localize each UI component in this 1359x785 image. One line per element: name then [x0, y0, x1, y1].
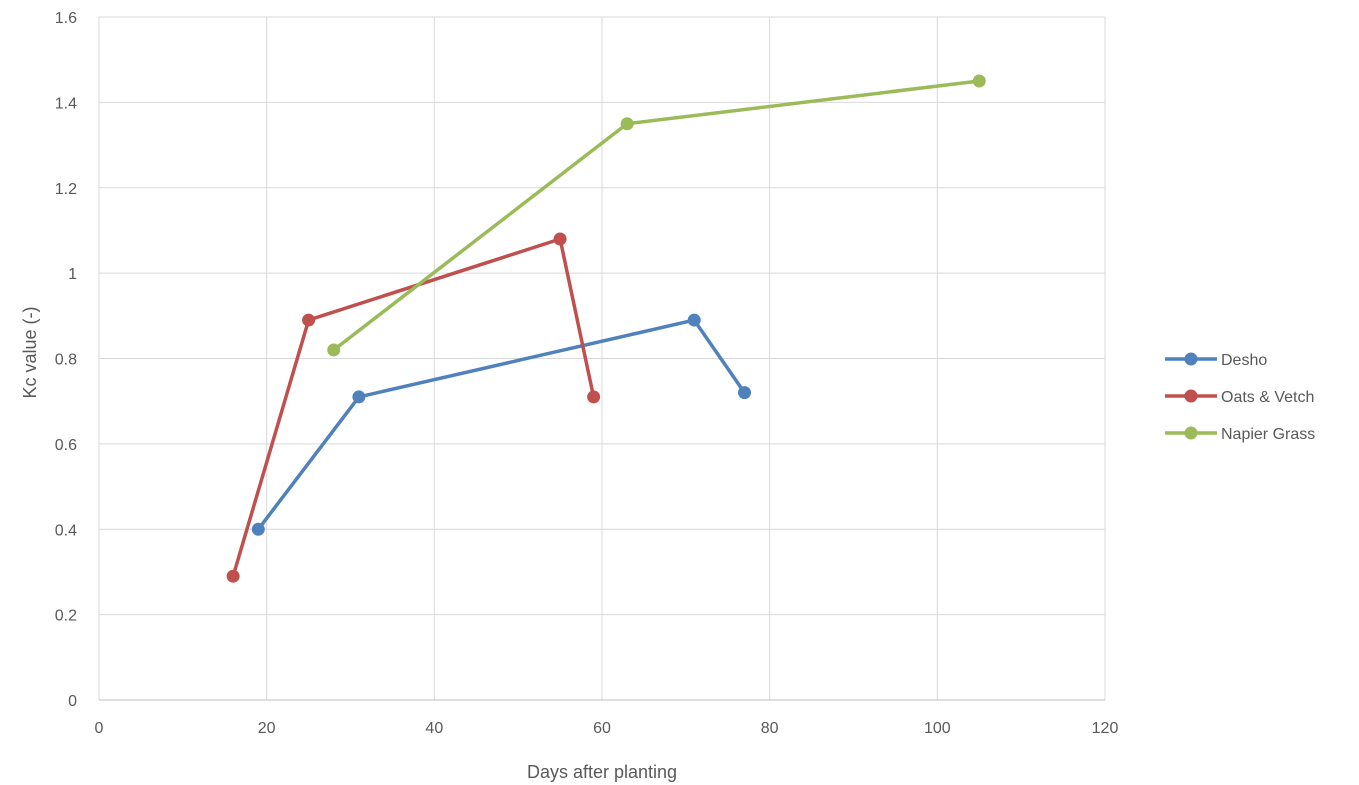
legend-label: Desho [1221, 352, 1267, 369]
y-tick-label: 1 [68, 266, 77, 283]
y-tick-label: 0.8 [55, 352, 77, 369]
data-point-desho [251, 522, 265, 536]
y-axis-title: Kc value (-) [20, 306, 40, 398]
series-line-desho [256, 318, 747, 532]
y-tick-label: 0.6 [55, 437, 77, 454]
x-tick-label: 80 [761, 720, 779, 737]
series-lines [231, 79, 982, 578]
y-tick-label: 0.2 [55, 608, 77, 625]
legend-item-oats-vetch: Oats & Vetch [1165, 389, 1314, 406]
legend-item-napier-grass: Napier Grass [1165, 426, 1315, 443]
x-tick-label: 120 [1092, 720, 1119, 737]
x-tick-label: 60 [593, 720, 611, 737]
series-line-oats-vetch [231, 237, 596, 578]
y-tick-label: 0 [68, 693, 77, 710]
gridlines [98, 16, 1106, 700]
data-point-desho [738, 386, 752, 400]
data-point-desho [687, 313, 701, 327]
y-tick-label: 1.4 [55, 95, 77, 112]
x-axis-title: Days after planting [527, 762, 677, 782]
y-tick-label: 1.6 [55, 10, 77, 27]
x-tick-label: 100 [924, 720, 951, 737]
x-tick-label: 20 [258, 720, 276, 737]
x-tick-label: 40 [425, 720, 443, 737]
legend: Desho Oats & Vetch Napier Grass [1165, 352, 1315, 443]
legend-item-desho: Desho [1165, 352, 1267, 369]
x-tick-label: 0 [95, 720, 104, 737]
data-point-napier-grass [972, 74, 986, 88]
legend-label: Napier Grass [1221, 426, 1315, 443]
series-points [226, 74, 986, 583]
legend-label: Oats & Vetch [1221, 389, 1314, 406]
y-axis-ticks: 0 0.2 0.4 0.6 0.8 1 1.2 1.4 1.6 [55, 10, 77, 710]
legend-swatch-marker [1184, 352, 1198, 366]
data-point-napier-grass [620, 117, 634, 131]
data-point-oats-vetch [587, 390, 601, 404]
data-point-napier-grass [327, 343, 341, 357]
data-point-oats-vetch [226, 569, 240, 583]
x-axis-ticks: 0 20 40 60 80 100 120 [95, 720, 1119, 737]
series-line-napier-grass [331, 79, 982, 352]
data-point-oats-vetch [553, 232, 567, 246]
data-point-oats-vetch [302, 313, 316, 327]
y-tick-label: 1.2 [55, 181, 77, 198]
legend-swatch-marker [1184, 426, 1198, 440]
data-point-desho [352, 390, 366, 404]
y-tick-label: 0.4 [55, 522, 77, 539]
legend-swatch-marker [1184, 389, 1198, 403]
